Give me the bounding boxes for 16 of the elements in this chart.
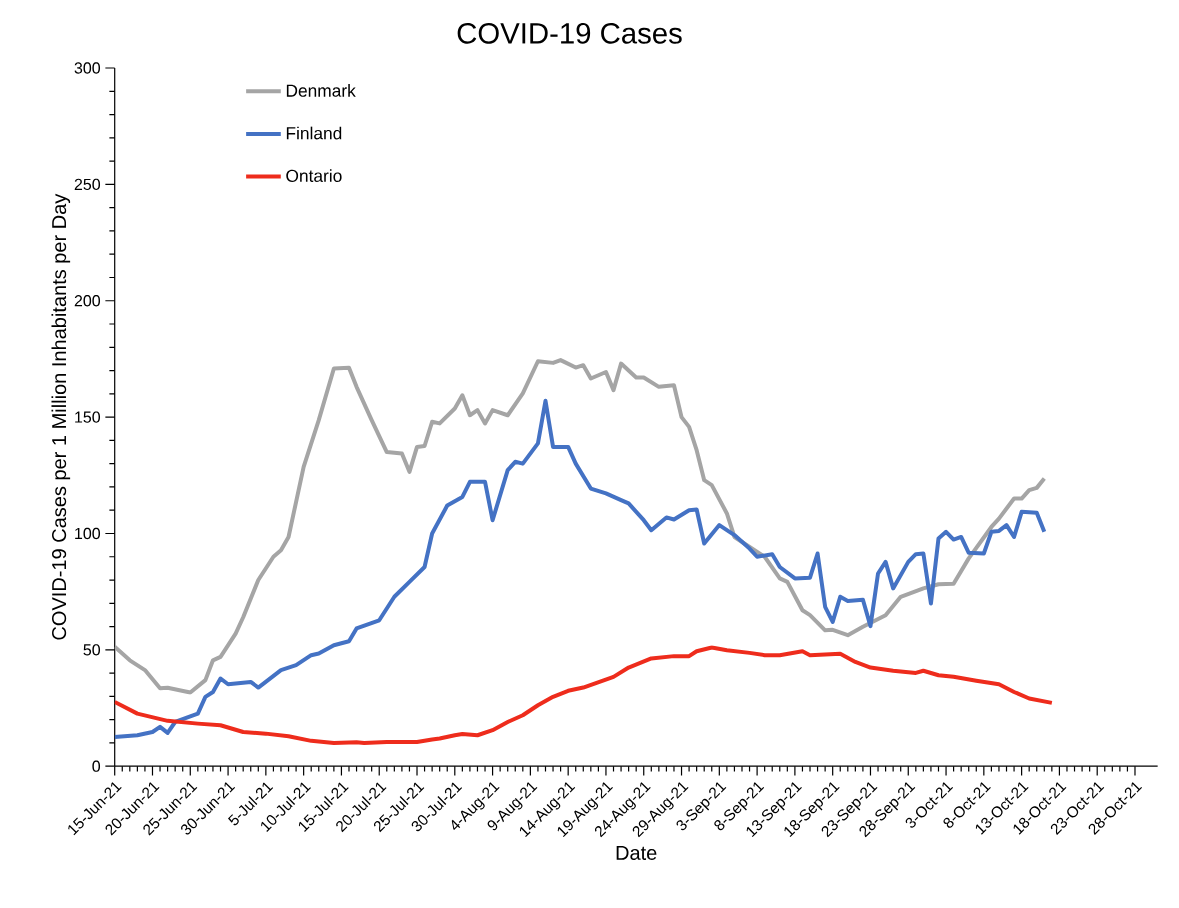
y-tick-label: 100 <box>75 527 101 540</box>
y-tick-label: 250 <box>74 178 101 190</box>
legend-label: Ontario <box>286 169 342 182</box>
line-series <box>114 398 1047 739</box>
line-series <box>114 357 1047 695</box>
y-tick-label: 200 <box>74 294 101 307</box>
legend-label: Finland <box>286 126 342 140</box>
x-axis-title: Date <box>616 845 657 860</box>
legend-label: Denmark <box>286 83 356 97</box>
y-tick-label: 150 <box>75 411 101 423</box>
y-tick-label: 50 <box>83 644 101 656</box>
line-series <box>114 645 1054 745</box>
chart-title: COVID-19 Cases <box>457 22 682 44</box>
y-axis-title: COVID-19 Cases per 1 Million Inhabitants per Day <box>51 193 71 640</box>
y-tick-label: 0 <box>92 760 101 772</box>
y-tick-label: 300 <box>74 62 101 74</box>
